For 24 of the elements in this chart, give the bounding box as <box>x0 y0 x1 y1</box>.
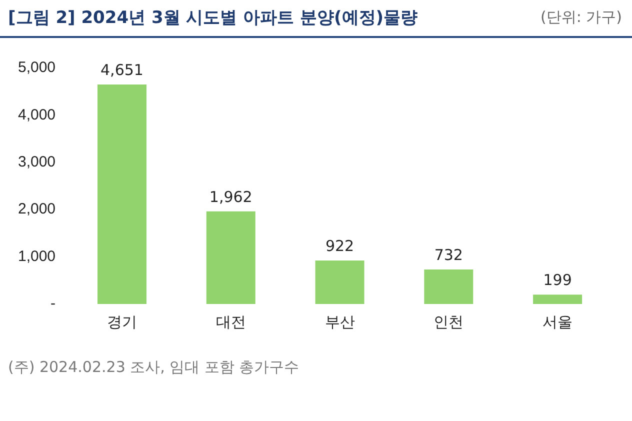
bar <box>315 260 364 304</box>
x-tick-label: 서울 <box>542 314 573 332</box>
y-tick-label: 1,000 <box>18 248 56 265</box>
x-tick-label: 경기 <box>106 314 137 332</box>
bar <box>206 211 256 304</box>
y-tick-label: - <box>50 295 56 312</box>
data-label: 199 <box>543 271 572 289</box>
y-tick-label: 5,000 <box>18 59 56 76</box>
bar <box>533 294 582 304</box>
x-tick-label: 인천 <box>434 314 464 332</box>
bar <box>97 84 146 304</box>
data-label: 922 <box>325 236 354 255</box>
data-label: 1,962 <box>209 188 252 206</box>
x-tick-label: 부산 <box>324 314 355 332</box>
text: (주) 2024.02.23 조사, 임대 포함 총가구수 <box>8 358 300 377</box>
data-label: 4,651 <box>100 60 144 79</box>
bar <box>424 269 474 304</box>
y-tick-label: 3,000 <box>18 154 56 171</box>
chart-subtitle: (단위: 가구) <box>540 8 622 27</box>
y-tick-label: 2,000 <box>18 200 56 218</box>
x-tick-label: 대전 <box>216 314 246 332</box>
data-label: 732 <box>434 246 463 264</box>
y-tick-label: 4,000 <box>18 106 56 124</box>
chart-title: [그림 2] 2024년 3월 시도별 아파트 분양(예정)물량 <box>8 7 418 29</box>
